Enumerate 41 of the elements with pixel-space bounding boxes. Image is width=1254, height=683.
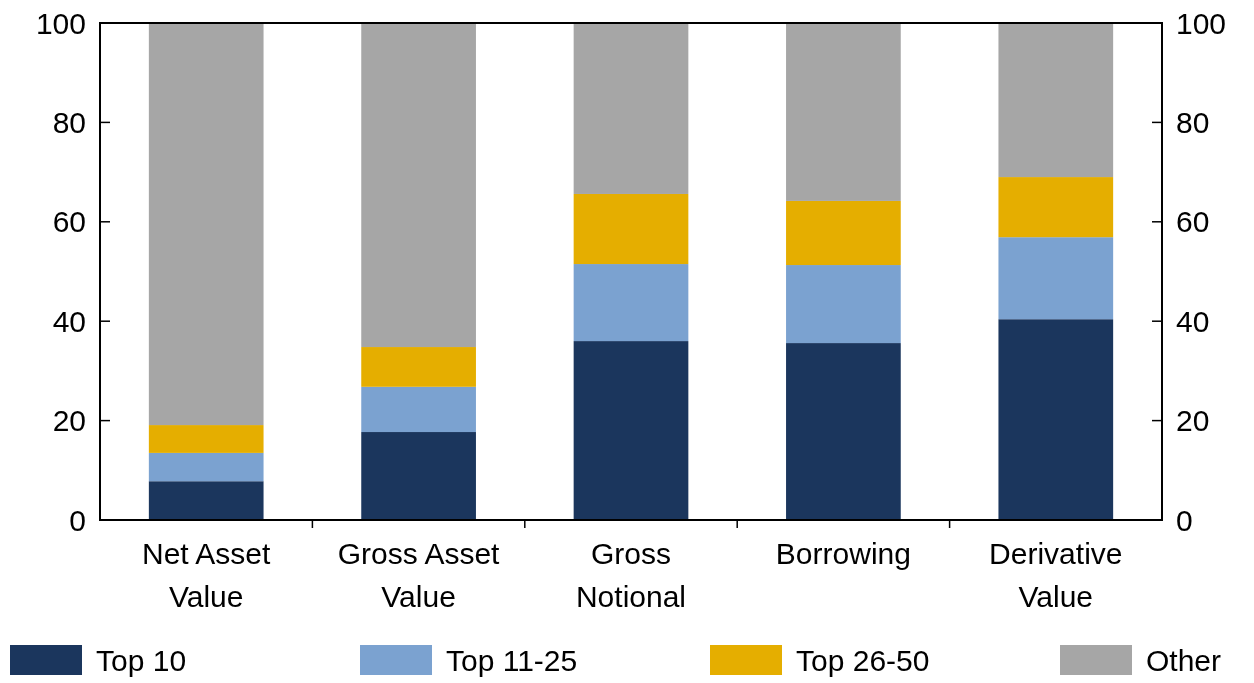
- y-tick-label: 40: [52, 304, 86, 338]
- y2-tick-label: 100: [1176, 6, 1227, 40]
- bar: [573, 193, 689, 265]
- y2-tick-label: 60: [1176, 205, 1210, 239]
- bar: [148, 23, 264, 426]
- bar: [998, 237, 1114, 320]
- bar: [361, 347, 476, 387]
- bar: [786, 200, 901, 266]
- x-tick-label: Gross Asset Value: [337, 537, 501, 613]
- y2-tick-label: 80: [1176, 105, 1210, 139]
- legend-label: Top 26-50: [796, 643, 930, 677]
- y2-tick-label: 20: [1176, 404, 1210, 438]
- y-tick-label: 20: [52, 404, 86, 438]
- bar: [786, 23, 901, 201]
- bar: [361, 23, 476, 348]
- y-tick-label: 100: [35, 6, 86, 40]
- bar: [573, 23, 689, 194]
- bar: [148, 481, 264, 520]
- y-tick-label: 60: [52, 205, 86, 239]
- bar: [361, 432, 476, 520]
- y2-tick-label: 40: [1176, 304, 1210, 338]
- bar: [148, 425, 264, 453]
- y2-tick-label: 0: [1176, 503, 1193, 537]
- x-tick-label: Borrowing: [775, 537, 911, 570]
- bar: [148, 452, 264, 482]
- bar: [998, 319, 1114, 520]
- bar: [998, 177, 1114, 238]
- bar: [573, 341, 689, 520]
- y-tick-label: 0: [69, 503, 86, 537]
- bar: [998, 23, 1114, 178]
- x-tick-label: Derivative Value: [989, 537, 1123, 613]
- legend-label: Top 10: [96, 643, 187, 677]
- legend-label: Other: [1146, 643, 1222, 677]
- legend-label: Top 11-25: [446, 643, 578, 677]
- bar: [573, 264, 689, 342]
- x-tick-label: Net Asset Value: [142, 537, 272, 613]
- bar: [786, 265, 901, 344]
- bar: [786, 343, 901, 520]
- bar: [361, 386, 476, 433]
- x-tick-label: Gross Notional: [575, 537, 687, 613]
- y-tick-label: 80: [52, 105, 86, 139]
